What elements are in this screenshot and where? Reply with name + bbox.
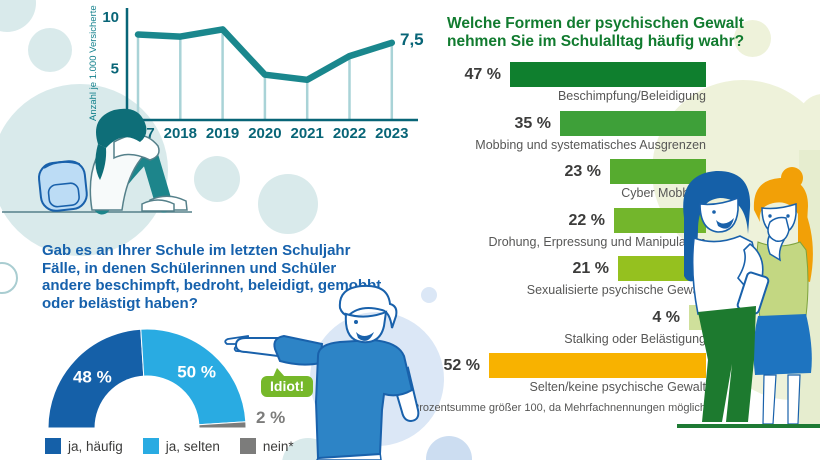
bg-circle (258, 174, 318, 234)
girl-b-skirt (753, 314, 812, 375)
bg-circle (194, 156, 240, 202)
x-tick-label: 2022 (333, 125, 366, 142)
bar-value-label: 21 % (572, 260, 609, 277)
bar-value-label: 22 % (568, 211, 605, 229)
legend-item: ja, selten (142, 438, 220, 454)
legend-swatch (45, 438, 61, 454)
bar-category-label: Mobbing und systematisches Ausgrenzen (475, 137, 706, 152)
legend-item: nein* (239, 438, 294, 454)
donut-slice (47, 328, 145, 429)
bg-circle (0, 0, 36, 32)
cases-semi-donut-chart: 48 % 50 % 2 % (47, 328, 285, 429)
y-tick-label: 5 (111, 61, 119, 78)
bar (489, 353, 706, 378)
bar (610, 159, 706, 184)
x-tick-label: 2023 (375, 125, 408, 142)
legend-label: ja, häufig (68, 438, 123, 454)
bar-row: 52 % Selten/keine psychische Gewalt (440, 353, 706, 401)
legend-item: ja, häufig (45, 438, 123, 454)
sad-student-illustration (2, 108, 192, 215)
bg-circle (421, 287, 437, 303)
legend-label: nein* (262, 438, 294, 454)
girl-b-hand-over-mouth (767, 216, 790, 243)
bar-category-label: Stalking oder Belästigung (564, 331, 706, 346)
bar-category-label: Beschimpfung/Beleidigung (557, 89, 706, 103)
line-chart-end-value-label: 7,5 (400, 30, 424, 49)
legend-swatch (239, 438, 256, 454)
bar-chart-footnote: Prozentsumme größer 100, da Mehrfachnenn… (411, 402, 706, 414)
x-tick-label: 2020 (248, 125, 281, 142)
x-tick-label: 2021 (291, 125, 324, 142)
x-tick-label: 2019 (206, 125, 239, 142)
pointing-boy-illustration (224, 284, 420, 460)
legend-label: ja, selten (165, 438, 220, 454)
x-tick-label: 2018 (164, 125, 197, 142)
bar-value-label: 4 % (652, 308, 680, 326)
bar-value-label: 23 % (564, 163, 601, 180)
donut-chart-question: Gab es an Ihrer Schule im letzten Schulj… (42, 242, 382, 313)
girl-a-hair (683, 170, 751, 282)
data-line (134, 26, 396, 84)
donut-slice (140, 328, 247, 426)
donut-slice-label: 48 % (73, 368, 112, 387)
bar-row: 35 % Mobbing und systematisches Ausgrenze… (440, 110, 706, 159)
bar-value-label: 52 % (443, 357, 480, 374)
girl-a-pants (698, 306, 756, 422)
bg-circle (734, 20, 771, 57)
girl-b-hair (753, 178, 808, 246)
boy-face (344, 310, 388, 344)
donut-slice (198, 421, 247, 429)
bg-circle (797, 94, 820, 150)
donut-slice-label: 2 % (256, 408, 285, 427)
bar (560, 110, 706, 136)
bar (510, 62, 706, 87)
bar-row: 47 % Beschimpfung/Beleidigung (440, 62, 706, 110)
speech-bubble: Idiot! (261, 368, 314, 397)
bar-category-label: Drohung, Erpressung und Manipulation (488, 234, 707, 249)
ground-line (677, 424, 820, 428)
bg-circle (28, 28, 72, 72)
bar-category-label: Sexualisierte psychische Gewalt (526, 283, 706, 297)
legend-swatch (142, 438, 159, 454)
bar-category-label: Selten/keine psychische Gewalt (529, 380, 706, 394)
bar-value-label: 35 % (514, 114, 551, 132)
two-girls-phone-illustration (683, 167, 813, 425)
donut-legend: ja, häufig ja, selten nein* (45, 438, 294, 454)
donut-slice-label: 50 % (177, 363, 216, 382)
bar-row: 23 % Cyber Mobbing (440, 159, 706, 207)
bg-ring (0, 262, 18, 294)
y-tick-label: 10 (102, 9, 119, 26)
bar-value-label: 47 % (464, 66, 501, 83)
bar-chart-title: Welche Formen der psychischen Gewalt neh… (447, 15, 745, 50)
